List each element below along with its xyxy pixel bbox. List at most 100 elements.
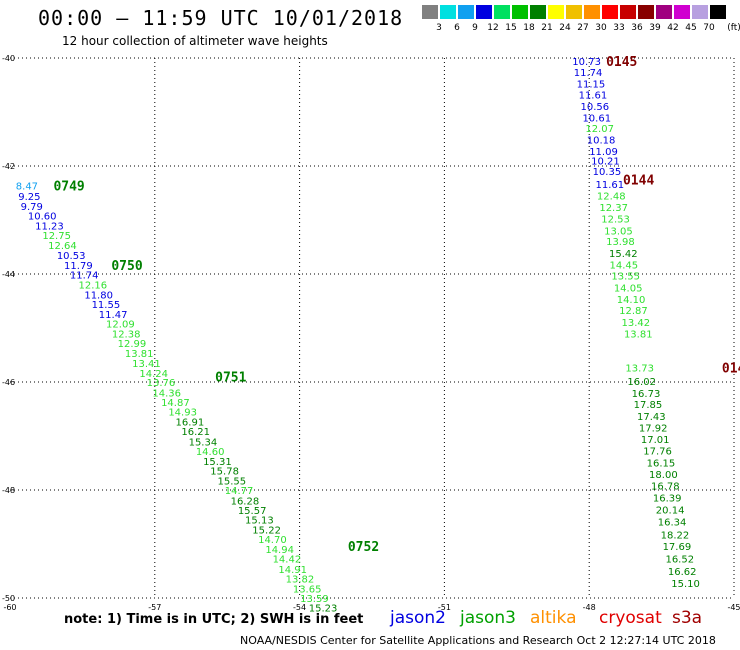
wave-height-value: 13.76	[147, 378, 176, 389]
wave-height-value: 11.74	[574, 68, 603, 79]
wave-height-value: 17.01	[641, 435, 670, 446]
wave-height-value: 15.23	[309, 604, 338, 615]
wave-height-value: 15.78	[210, 467, 239, 478]
wave-height-value: 16.39	[653, 494, 682, 505]
map-title: 00:00 – 11:59 UTC 10/01/2018	[38, 6, 404, 30]
legend-label: 42	[667, 23, 679, 33]
lon-tick-label: -48	[583, 603, 596, 612]
legend-swatch	[512, 5, 528, 19]
legend-swatch	[656, 5, 672, 19]
wave-height-value: 12.38	[112, 329, 141, 340]
lat-tick-label: -50	[2, 594, 15, 603]
wave-height-value: 12.16	[79, 280, 108, 291]
wave-height-value: 14.45	[609, 260, 638, 271]
wave-height-value: 13.41	[132, 359, 161, 370]
wave-height-value: 14.05	[614, 284, 643, 295]
footer-credit: NOAA/NESDIS Center for Satellite Applica…	[240, 634, 716, 647]
wave-height-value: 10.21	[591, 157, 620, 168]
legend-label: 9	[472, 23, 478, 33]
legend-label: 21	[541, 23, 553, 33]
wave-height-value: 16.02	[627, 377, 656, 388]
wave-height-value: 14.94	[265, 545, 294, 556]
wave-height-value: 10.60	[28, 212, 57, 223]
wave-height-value: 12.75	[42, 231, 71, 242]
wave-height-value: 14.70	[258, 535, 287, 546]
wave-height-value: 15.57	[238, 506, 267, 517]
lat-tick-label: -44	[2, 270, 15, 279]
wave-height-value: 11.79	[64, 261, 93, 272]
legend-label: 39	[649, 23, 661, 33]
legend-swatch	[692, 5, 708, 19]
wave-height-value: 10.73	[572, 57, 601, 68]
wave-height-value: 15.22	[252, 525, 281, 536]
wave-height-value: 15.13	[245, 516, 274, 527]
wave-height-value: 14.77	[225, 486, 254, 497]
wave-height-value: 17.76	[643, 447, 672, 458]
wave-height-value: 11.80	[84, 291, 113, 302]
wave-height-value: 13.05	[604, 226, 633, 237]
wave-height-value: 12.48	[597, 192, 626, 203]
wave-height-value: 11.61	[579, 91, 608, 102]
wave-height-value: 11.09	[589, 147, 618, 158]
wave-height-value: 12.09	[106, 320, 135, 331]
lon-tick-label: -60	[3, 603, 16, 612]
wave-height-value: 13.42	[622, 318, 651, 329]
wave-height-value: 20.14	[656, 505, 685, 516]
legend-swatch	[602, 5, 618, 19]
wave-height-value: 16.28	[231, 496, 260, 507]
wave-height-value: 12.64	[48, 241, 77, 252]
legend-swatch	[530, 5, 546, 19]
wave-height-value: 16.21	[181, 427, 210, 438]
wave-height-value: 12.37	[599, 203, 628, 214]
wave-height-value: 11.15	[577, 79, 606, 90]
legend-swatch	[638, 5, 654, 19]
wave-height-value: 10.61	[582, 113, 611, 124]
legend-label: 36	[631, 23, 643, 33]
wave-height-value: 14.60	[196, 447, 225, 458]
wave-height-value: 11.61	[595, 180, 624, 191]
wave-height-value: 13.82	[286, 575, 315, 586]
wave-height-value: 13.81	[125, 349, 154, 360]
wave-height-value: 9.25	[18, 192, 40, 203]
lat-tick-label: -48	[2, 486, 15, 495]
wave-height-value: 16.78	[651, 482, 680, 493]
map-subtitle: 12 hour collection of altimeter wave hei…	[62, 34, 328, 48]
pass-time-label: 0145	[606, 55, 637, 70]
wave-height-value: 17.85	[634, 400, 663, 411]
wave-height-value: 15.10	[671, 579, 700, 590]
wave-height-value: 17.92	[639, 423, 668, 434]
legend-label: 27	[577, 23, 589, 33]
wave-height-value: 13.98	[606, 237, 635, 248]
wave-height-value: 11.55	[92, 300, 121, 311]
wave-height-value: 14.93	[168, 408, 197, 419]
pass-time-label: 0752	[348, 540, 379, 555]
wave-height-value: 15.42	[609, 249, 638, 260]
wave-height-value: 14.10	[617, 295, 646, 306]
legend-label: 3	[436, 23, 442, 33]
legend-swatch	[710, 5, 726, 19]
wave-height-value: 16.15	[647, 458, 676, 469]
satellite-cryosat: cryosat	[599, 608, 662, 628]
wave-height-value: 9.79	[21, 202, 43, 213]
pass-time-label: 0751	[215, 371, 246, 386]
legend-swatch	[476, 5, 492, 19]
wave-height-value: 17.43	[637, 412, 666, 423]
lon-tick-label: -57	[148, 603, 161, 612]
legend-swatch	[620, 5, 636, 19]
legend-label: 12	[487, 23, 499, 33]
legend-swatch	[440, 5, 456, 19]
legend-swatch	[584, 5, 600, 19]
wave-height-value: 14.42	[273, 555, 302, 566]
wave-height-value: 11.47	[99, 310, 128, 321]
legend-swatch	[494, 5, 510, 19]
wave-height-value: 18.00	[649, 470, 678, 481]
legend-label: 18	[523, 23, 535, 33]
wave-height-value: 14.36	[152, 388, 181, 399]
satellite-altika: altika	[530, 608, 577, 628]
lat-tick-label: -46	[2, 378, 15, 387]
wave-height-value: 13.81	[624, 329, 653, 340]
legend-label: 33	[613, 23, 625, 33]
wave-height-value: 11.74	[70, 271, 99, 282]
wave-height-value: 13.59	[300, 594, 329, 605]
pass-time-label: 0144	[623, 174, 654, 189]
